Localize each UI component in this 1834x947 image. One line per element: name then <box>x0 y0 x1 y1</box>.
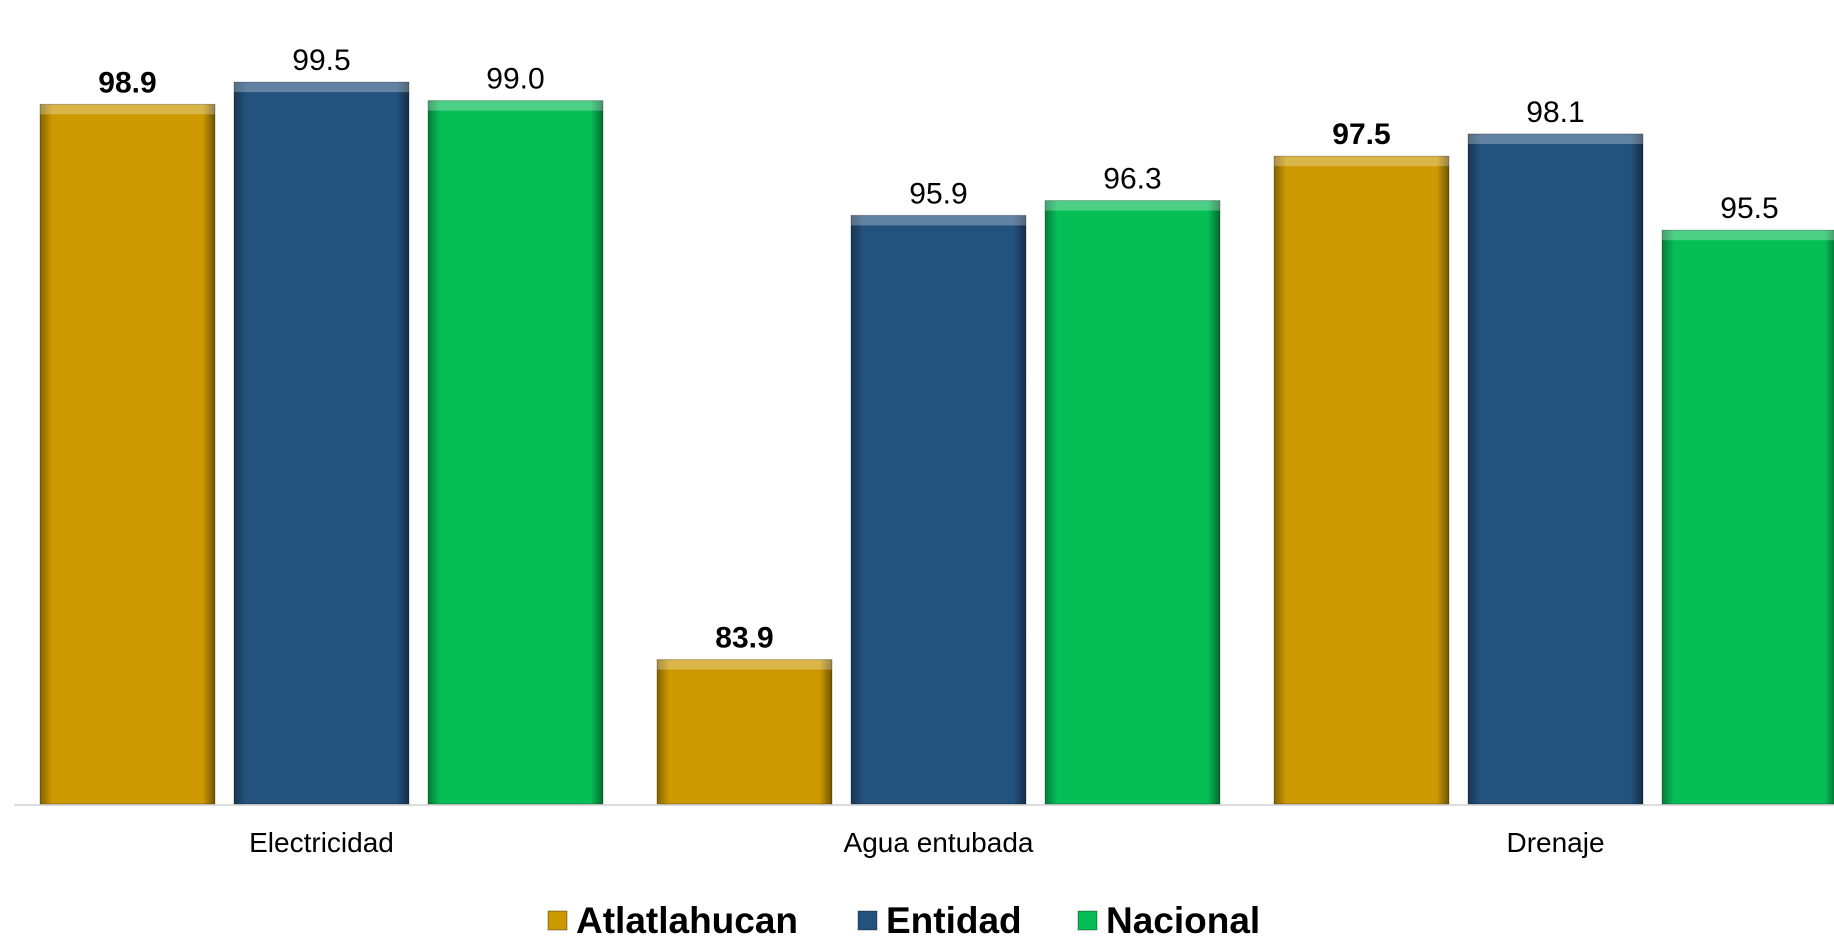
category-label-agua-entubada: Agua entubada <box>844 827 1034 858</box>
bar-agua-entubada-atlatlahucan-shade <box>657 659 832 804</box>
bar-drenaje-atlatlahucan-bevel <box>1274 156 1449 167</box>
value-labels-group: 98.9 99.5 99.0 83.9 95.9 96.3 97.5 98.1 95.5 <box>98 44 1778 655</box>
bar-electricidad-nacional-outline <box>427 100 604 805</box>
bar-agua-entubada-atlatlahucan-bevel <box>657 659 832 670</box>
value-label-agua-entubada-entidad: 95.9 <box>909 177 967 210</box>
bar-drenaje-entidad-bevel <box>1468 133 1643 144</box>
value-label-drenaje-atlatlahucan: 97.5 <box>1332 118 1390 151</box>
bar-drenaje-nacional-bevel <box>1662 230 1834 241</box>
bar-electricidad-entidad-bevel <box>234 82 409 93</box>
category-labels-group: Electricidad Agua entubada Drenaje <box>249 827 1604 858</box>
value-label-agua-entubada-nacional: 96.3 <box>1103 163 1161 196</box>
category-label-drenaje: Drenaje <box>1506 827 1604 858</box>
bar-agua-entubada-nacional-shade <box>1045 200 1220 804</box>
value-label-drenaje-nacional: 95.5 <box>1720 192 1778 225</box>
bar-electricidad-nacional-shade <box>428 100 603 804</box>
bar-electricidad-atlatlahucan-outline <box>39 103 216 805</box>
bar-agua-entubada-entidad-bevel <box>851 215 1026 226</box>
bar-electricidad-nacional-bevel <box>428 100 603 111</box>
bar-electricidad-atlatlahucan-shade <box>40 104 215 804</box>
bar-drenaje-entidad-shade <box>1468 133 1643 805</box>
legend-label-atlatlahucan: Atlatlahucan <box>576 900 798 941</box>
bar-drenaje-entidad-outline <box>1467 133 1644 805</box>
bar-agua-entubada-entidad-outline <box>850 214 1027 805</box>
legend-swatch-nacional <box>1077 910 1098 931</box>
bar-agua-entubada-nacional-bevel <box>1045 200 1220 211</box>
bar-drenaje-nacional-outline <box>1661 229 1834 805</box>
value-label-agua-entubada-atlatlahucan: 83.9 <box>715 622 773 655</box>
value-label-electricidad-atlatlahucan: 98.9 <box>98 66 156 99</box>
bar-drenaje-atlatlahucan-shade <box>1274 156 1449 805</box>
value-label-electricidad-entidad: 99.5 <box>292 44 350 77</box>
category-label-electricidad: Electricidad <box>249 827 394 858</box>
bar-drenaje-atlatlahucan-outline <box>1273 155 1450 805</box>
legend: Atlatlahucan Entidad Nacional <box>547 900 1260 941</box>
bar-electricidad-atlatlahucan-bevel <box>40 104 215 115</box>
bars-group <box>39 81 1834 805</box>
bar-agua-entubada-nacional-outline <box>1044 200 1221 805</box>
value-label-electricidad-nacional: 99.0 <box>486 63 544 96</box>
bar-electricidad-entidad-outline <box>233 81 410 805</box>
value-label-drenaje-entidad: 98.1 <box>1526 96 1584 129</box>
legend-label-nacional: Nacional <box>1106 900 1260 941</box>
bar-drenaje-nacional-shade <box>1662 230 1834 805</box>
bar-agua-entubada-entidad-shade <box>851 215 1026 804</box>
bar-agua-entubada-atlatlahucan-outline <box>656 659 833 805</box>
legend-swatch-entidad <box>857 910 878 931</box>
legend-swatch-atlatlahucan <box>547 910 568 931</box>
bar-electricidad-entidad-shade <box>234 82 409 804</box>
legend-label-entidad: Entidad <box>886 900 1022 941</box>
